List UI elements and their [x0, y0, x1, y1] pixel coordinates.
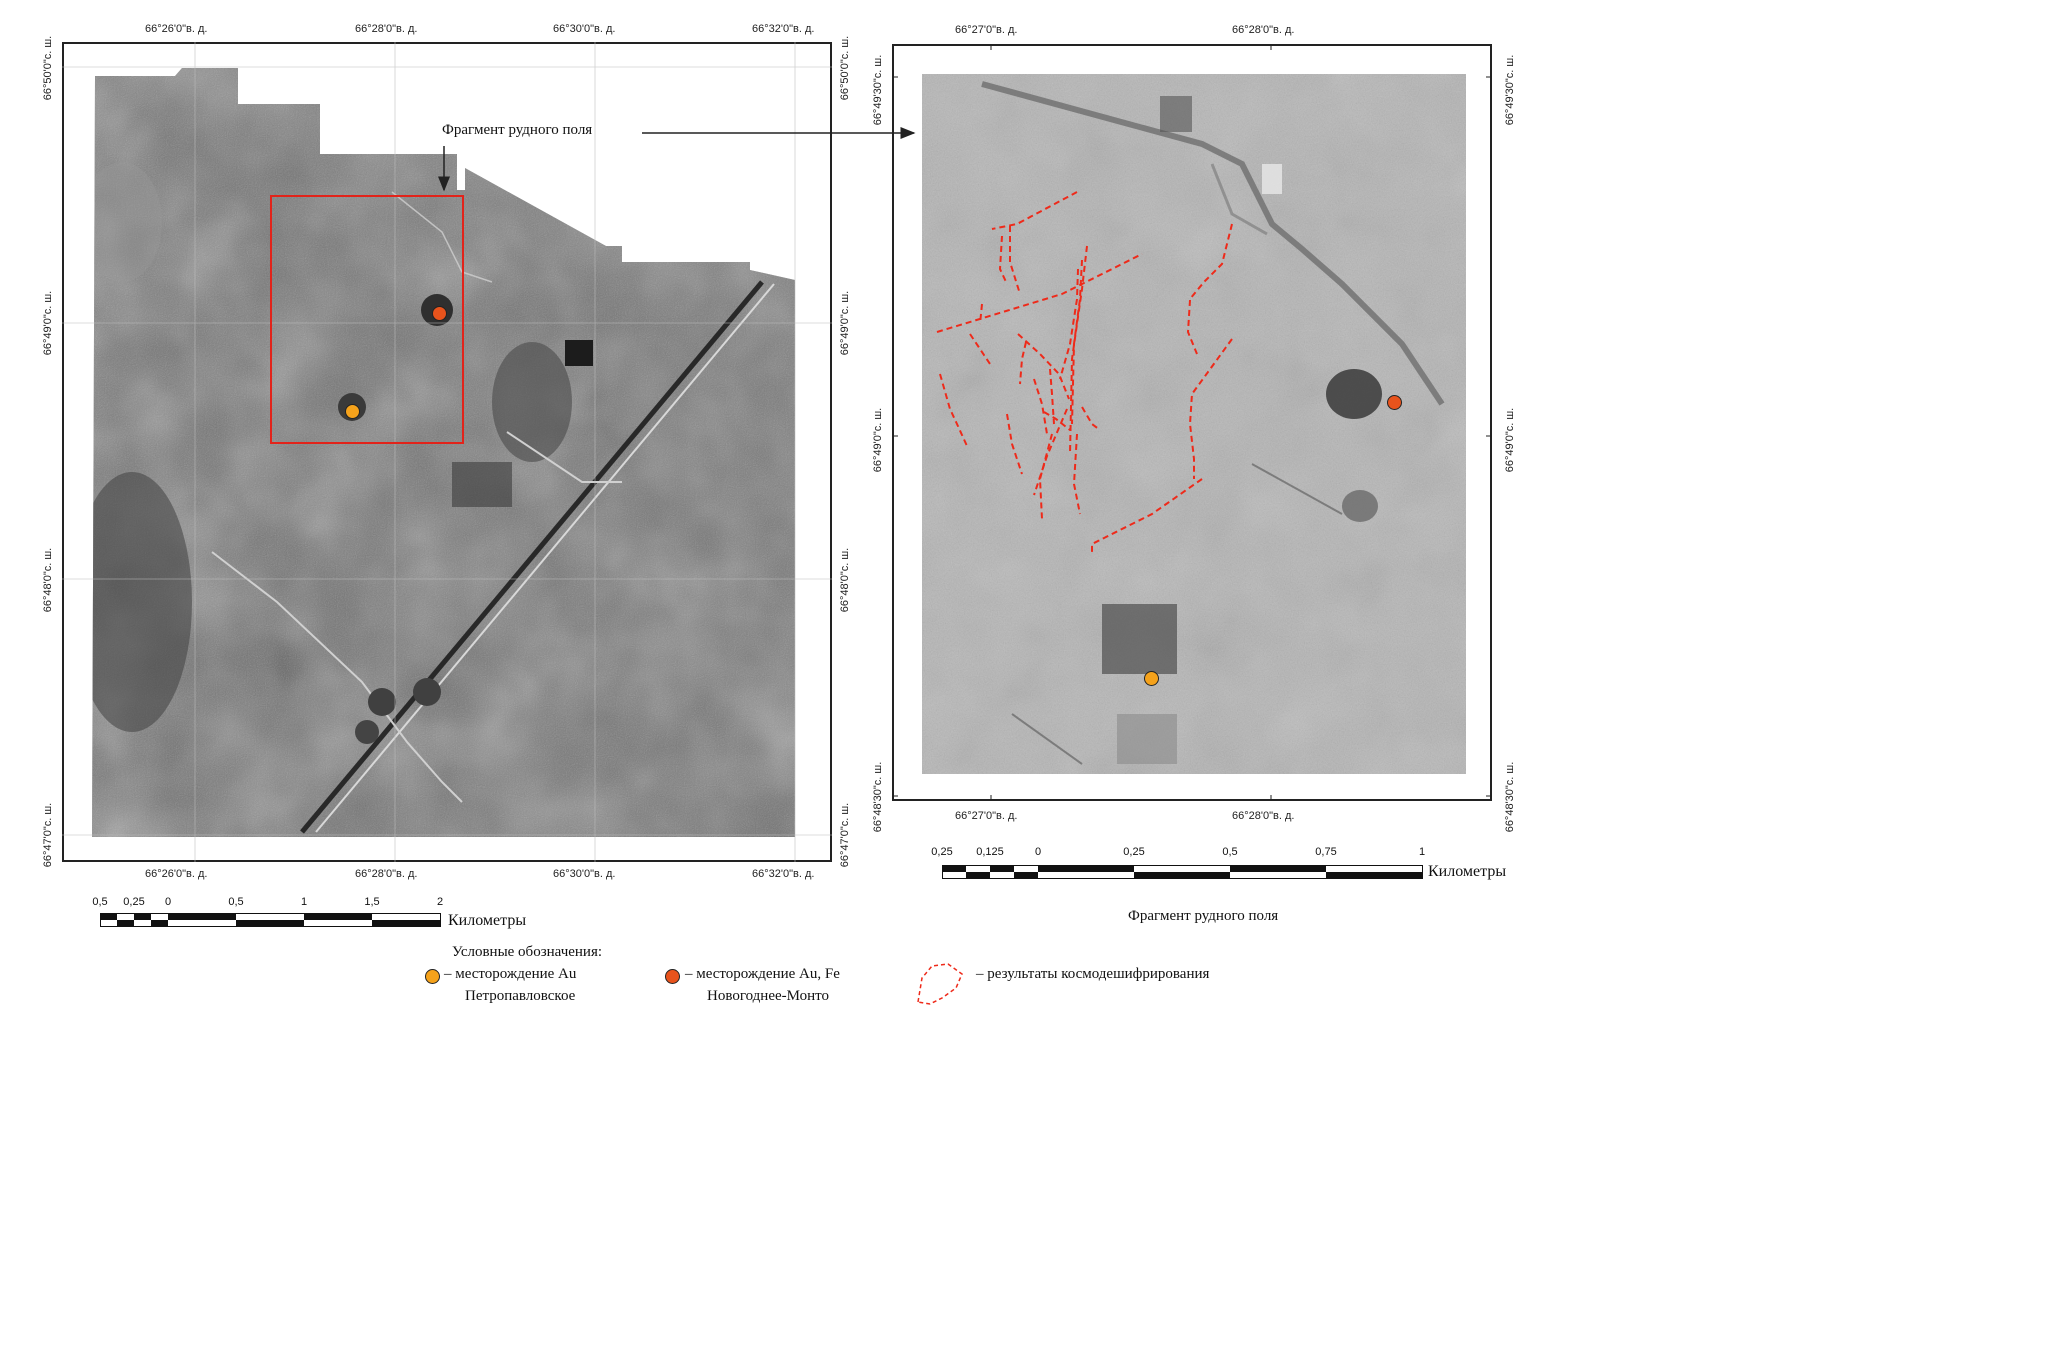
right-lat-label-left-1: 66°49'30"с. ш. [872, 54, 884, 126]
right-lon-label-bottom-1: 66°27'0"в. д. [955, 810, 1018, 822]
left-scale-tick-4: 0,5 [228, 896, 244, 908]
left-scale-tick-7: 2 [436, 896, 444, 908]
legend-au-fe-line2: Новогоднее-Монто [707, 988, 829, 1004]
left-lat-label-right-2: 66°49'0"с. ш. [839, 290, 851, 356]
legend-title: Условные обозначения: [452, 944, 603, 960]
left-scale-tick-6: 1,5 [364, 896, 380, 908]
right-map-frame [892, 44, 1492, 801]
right-scale-tick-1: 0,25 [931, 846, 953, 858]
right-map-caption: Фрагмент рудного поля [1128, 908, 1279, 924]
legend-au-line2: Петропавловское [465, 988, 576, 1004]
left-lat-label-left-1: 66°50'0"с. ш. [42, 35, 54, 101]
right-lat-label-right-3: 66°48'30"с. ш. [1504, 761, 1516, 833]
right-scale-tick-2: 0,125 [976, 846, 1004, 858]
right-scale-tick-7: 1 [1418, 846, 1426, 858]
deposit-petropavlovskoe-marker-left [345, 404, 360, 419]
left-lat-label-right-1: 66°50'0"с. ш. [839, 35, 851, 101]
lineaments-overlay [936, 191, 1233, 552]
deposit-petropavlovskoe-marker-right [1144, 671, 1159, 686]
left-lon-label-bottom-3: 66°30'0"в. д. [553, 868, 616, 880]
legend-au-fe-line1: – месторождение Au, Fe [685, 966, 840, 982]
right-scale-tick-5: 0,5 [1222, 846, 1238, 858]
callout-label: Фрагмент рудного поля [442, 122, 593, 138]
right-lon-label-bottom-2: 66°28'0"в. д. [1232, 810, 1295, 822]
left-scale-tick-5: 1 [300, 896, 308, 908]
legend-au-line1: – месторождение Au [444, 966, 577, 982]
left-scale-bar: 0,5 0,25 0 0,5 1 1,5 2 [92, 896, 445, 930]
left-lon-label-bottom-2: 66°28'0"в. д. [355, 868, 418, 880]
left-lon-label-bottom-4: 66°32'0"в. д. [752, 868, 815, 880]
right-lat-label-left-2: 66°49'0"с. ш. [872, 407, 884, 473]
right-lat-label-right-1: 66°49'30"с. ш. [1504, 54, 1516, 126]
legend-lineament-symbol [917, 963, 963, 1005]
left-scale-unit: Километры [448, 912, 527, 929]
right-satellite-image [922, 74, 1466, 774]
right-scale-unit: Километры [1428, 863, 1507, 880]
left-lat-label-right-3: 66°48'0"с. ш. [839, 547, 851, 613]
right-scale-tick-6: 0,75 [1315, 846, 1337, 858]
right-scale-bar: 0,25 0,125 0 0,25 0,5 0,75 1 [931, 846, 1427, 880]
right-scale-tick-3: 0 [1034, 846, 1042, 858]
left-lon-label-top-3: 66°30'0"в. д. [553, 23, 616, 35]
left-lat-label-left-2: 66°49'0"с. ш. [42, 290, 54, 356]
callout-arrows [438, 127, 916, 192]
legend-lineament-label: – результаты космодешифрирования [976, 966, 1210, 982]
right-graticule-ticks [892, 44, 1492, 801]
left-lat-label-left-3: 66°48'0"с. ш. [42, 547, 54, 613]
left-scale-tick-2: 0,25 [123, 896, 145, 908]
left-lon-label-bottom-1: 66°26'0"в. д. [145, 868, 208, 880]
left-map-frame [62, 42, 832, 862]
right-lat-label-right-2: 66°49'0"с. ш. [1504, 407, 1516, 473]
left-lon-label-top-1: 66°26'0"в. д. [145, 23, 208, 35]
right-lon-label-top-1: 66°27'0"в. д. [955, 24, 1018, 36]
right-lon-label-top-2: 66°28'0"в. д. [1232, 24, 1295, 36]
left-lon-label-top-4: 66°32'0"в. д. [752, 23, 815, 35]
fragment-box [270, 195, 464, 444]
left-scale-tick-1: 0,5 [92, 896, 108, 908]
left-scale-tick-3: 0 [164, 896, 172, 908]
left-lat-label-right-4: 66°47'0"с. ш. [839, 802, 851, 868]
left-lat-label-left-4: 66°47'0"с. ш. [42, 802, 54, 868]
legend-au-fe-marker [665, 969, 680, 984]
legend-au-marker [425, 969, 440, 984]
deposit-novogodnee-marker-left [432, 306, 447, 321]
left-lon-label-top-2: 66°28'0"в. д. [355, 23, 418, 35]
right-lat-label-left-3: 66°48'30"с. ш. [872, 761, 884, 833]
right-scale-tick-4: 0,25 [1123, 846, 1145, 858]
deposit-novogodnee-marker-right [1387, 395, 1402, 410]
